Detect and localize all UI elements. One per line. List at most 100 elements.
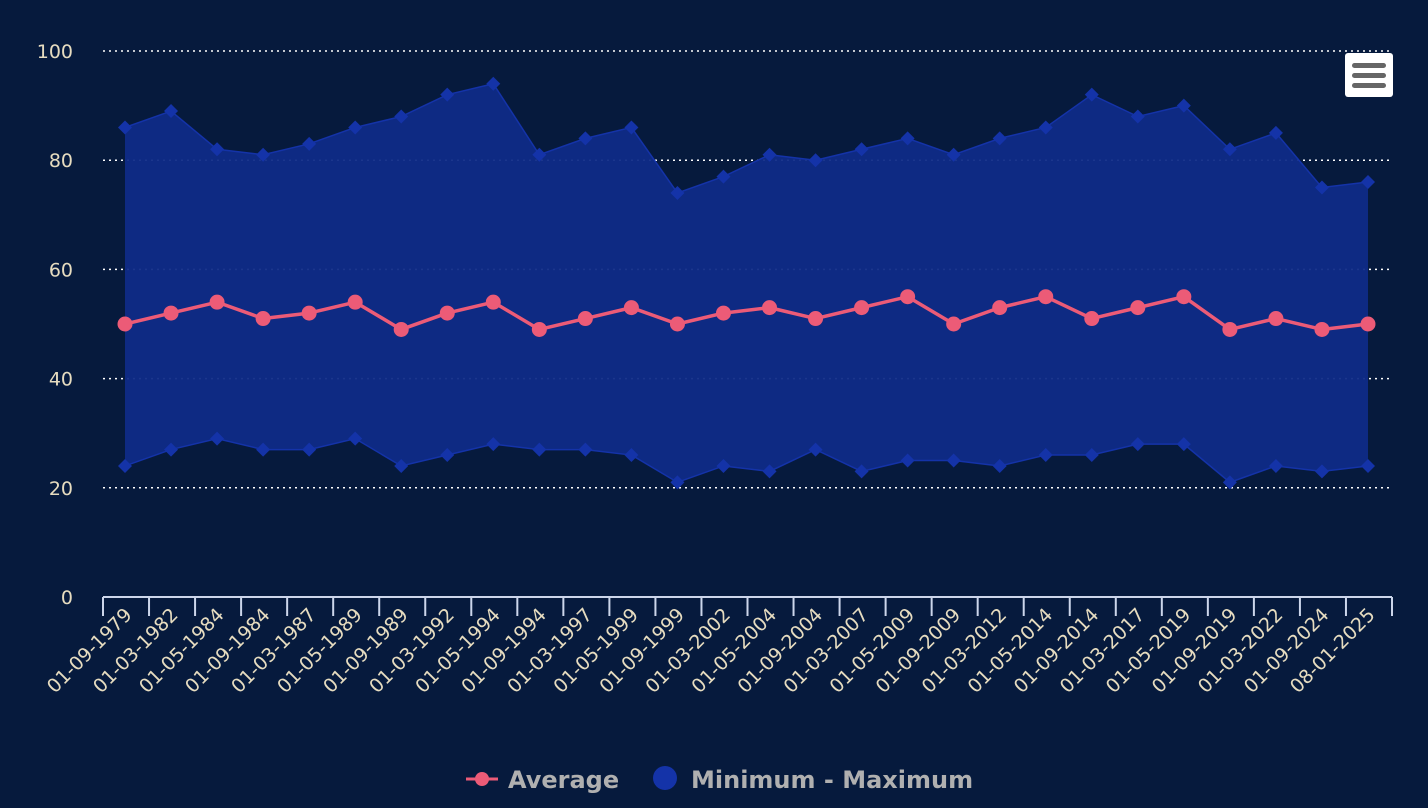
range-low-point[interactable]: [854, 464, 869, 479]
range-high-point[interactable]: [440, 87, 455, 102]
range-low-point[interactable]: [1130, 437, 1145, 452]
average-point[interactable]: [209, 294, 225, 310]
average-point[interactable]: [1038, 289, 1054, 305]
range-high-point[interactable]: [808, 153, 823, 168]
hamburger-menu-icon[interactable]: [1345, 53, 1393, 97]
range-low-point[interactable]: [716, 458, 731, 473]
range-high-point[interactable]: [118, 120, 132, 135]
range-high-point[interactable]: [1268, 125, 1283, 140]
average-point[interactable]: [347, 294, 363, 310]
range-high-point[interactable]: [854, 142, 869, 157]
range-low-point[interactable]: [118, 458, 132, 473]
average-point[interactable]: [1176, 289, 1192, 305]
range-high-point[interactable]: [394, 109, 409, 124]
average-point[interactable]: [1314, 321, 1330, 337]
range-high-point[interactable]: [348, 120, 363, 135]
legend-item-min-max[interactable]: Minimum - Maximum: [653, 766, 973, 794]
average-point[interactable]: [301, 305, 317, 321]
legend-label-average: Average: [508, 766, 619, 794]
average-point[interactable]: [1360, 316, 1376, 332]
average-point[interactable]: [485, 294, 501, 310]
range-low-point[interactable]: [302, 442, 317, 457]
average-point[interactable]: [992, 300, 1008, 316]
average-point[interactable]: [255, 311, 271, 327]
average-point[interactable]: [669, 316, 685, 332]
range-high-point[interactable]: [624, 120, 639, 135]
range-low-point[interactable]: [900, 453, 915, 468]
range-low-point[interactable]: [256, 442, 271, 457]
y-tick-label: 60: [49, 259, 73, 281]
legend-item-average[interactable]: Average: [466, 766, 619, 794]
range-high-point[interactable]: [716, 169, 731, 184]
legend-label-min-max: Minimum - Maximum: [691, 766, 973, 794]
range-high-point[interactable]: [532, 147, 547, 162]
average-point[interactable]: [1130, 300, 1146, 316]
average-point[interactable]: [393, 321, 409, 337]
average-point[interactable]: [946, 316, 962, 332]
range-high-point[interactable]: [256, 147, 271, 162]
range-high-point[interactable]: [762, 147, 777, 162]
range-high-point[interactable]: [946, 147, 961, 162]
range-high-point[interactable]: [992, 131, 1007, 146]
average-point[interactable]: [439, 305, 455, 321]
range-low-point[interactable]: [210, 431, 225, 446]
range-low-point[interactable]: [1222, 475, 1237, 490]
average-point[interactable]: [762, 300, 778, 316]
y-tick-label: 40: [49, 369, 73, 391]
average-point[interactable]: [623, 300, 639, 316]
range-low-point[interactable]: [762, 464, 777, 479]
range-low-point[interactable]: [992, 458, 1007, 473]
average-point[interactable]: [715, 305, 731, 321]
range-low-point[interactable]: [578, 442, 593, 457]
range-high-point[interactable]: [1130, 109, 1145, 124]
range-low-point[interactable]: [1268, 458, 1283, 473]
range-high-point[interactable]: [486, 76, 501, 91]
range-low-point[interactable]: [164, 442, 179, 457]
range-high-point[interactable]: [1314, 180, 1329, 195]
range-high-line: [124, 82, 1369, 194]
range-low-line: [124, 437, 1369, 484]
x-axis-labels: 01-09-197901-03-198201-05-198401-09-1984…: [43, 604, 1380, 698]
legend: Average Minimum - Maximum: [466, 766, 973, 794]
range-low-point[interactable]: [1314, 464, 1329, 479]
average-point[interactable]: [163, 305, 179, 321]
range-high-point[interactable]: [210, 142, 225, 157]
range-low-point[interactable]: [440, 448, 455, 463]
range-high-point[interactable]: [1038, 120, 1053, 135]
range-low-point[interactable]: [624, 448, 639, 463]
average-point[interactable]: [531, 321, 547, 337]
average-point[interactable]: [854, 300, 870, 316]
average-point[interactable]: [117, 316, 133, 332]
range-low-point[interactable]: [808, 442, 823, 457]
range-high-point[interactable]: [1222, 142, 1237, 157]
range-high-point[interactable]: [1084, 87, 1099, 102]
average-point[interactable]: [1084, 311, 1100, 327]
range-low-point[interactable]: [946, 453, 961, 468]
range-low-point[interactable]: [670, 475, 685, 490]
average-point[interactable]: [1222, 321, 1238, 337]
range-low-point[interactable]: [486, 437, 501, 452]
range-low-point[interactable]: [1084, 448, 1099, 463]
range-high-point[interactable]: [1176, 98, 1191, 113]
range-low-point[interactable]: [1361, 458, 1375, 473]
average-point[interactable]: [1268, 311, 1284, 327]
range-high-point[interactable]: [578, 131, 593, 146]
average-point[interactable]: [577, 311, 593, 327]
range-low-point[interactable]: [1038, 448, 1053, 463]
range-high-point[interactable]: [1361, 175, 1375, 190]
range-low-point[interactable]: [394, 458, 409, 473]
average-series: [117, 289, 1376, 337]
y-axis-labels: 0 20 40 60 80 100: [37, 41, 73, 609]
range-low-point[interactable]: [348, 431, 363, 446]
average-point[interactable]: [808, 311, 824, 327]
y-tick-label: 0: [61, 587, 73, 609]
y-tick-label: 100: [37, 41, 73, 63]
range-low-point[interactable]: [532, 442, 547, 457]
average-point[interactable]: [900, 289, 916, 305]
range-high-point[interactable]: [900, 131, 915, 146]
range-high-point[interactable]: [164, 104, 179, 119]
range-high-point[interactable]: [670, 185, 685, 200]
range-low-point[interactable]: [1176, 437, 1191, 452]
range-high-point[interactable]: [302, 136, 317, 151]
